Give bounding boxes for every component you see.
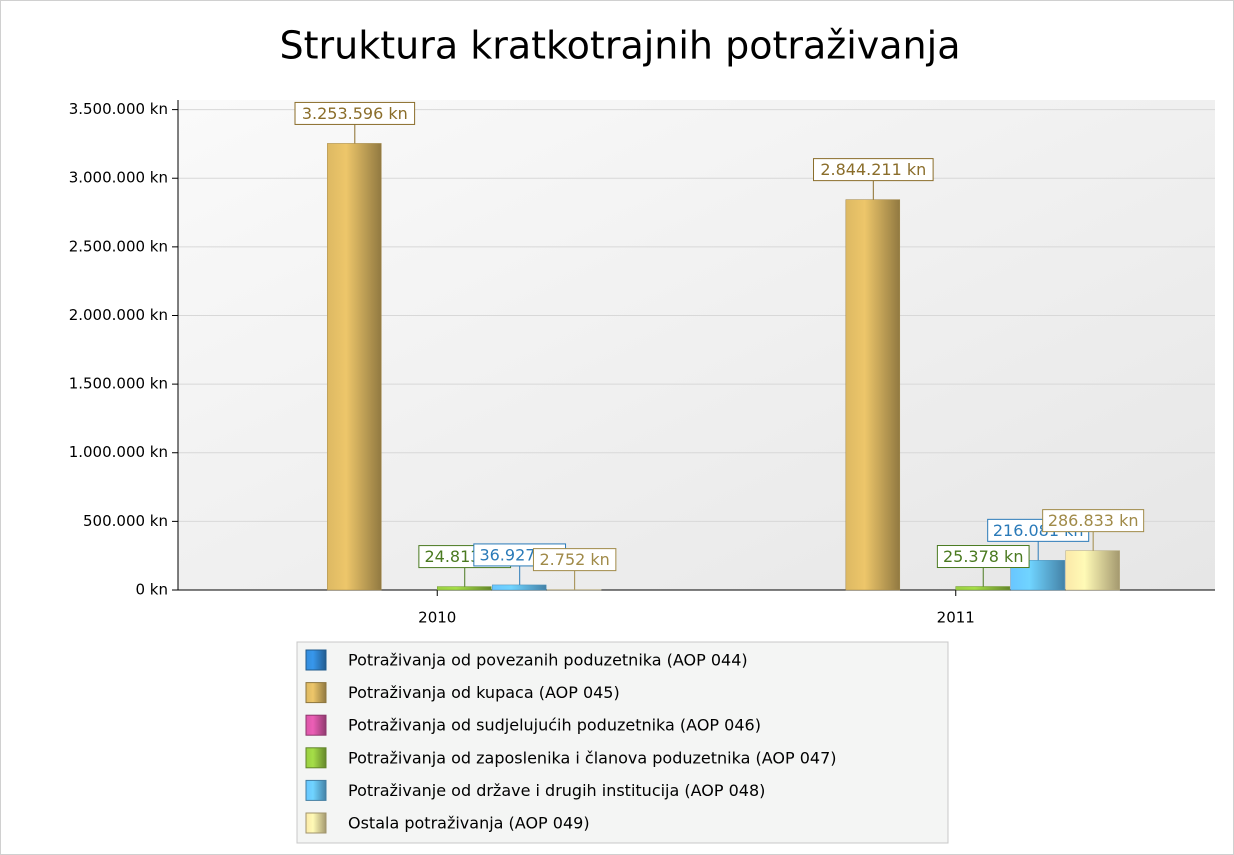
bar [845, 199, 901, 591]
legend-label: Potraživanja od povezanih poduzetnika (A… [348, 651, 748, 670]
data-label-box [1042, 509, 1145, 533]
legend-swatch [305, 747, 327, 769]
legend-label: Potraživanja od sudjelujućih poduzetnika… [348, 716, 761, 735]
x-tick-label: 2010 [418, 609, 456, 627]
legend-label: Ostala potraživanja (AOP 049) [348, 814, 590, 833]
legend-label: Potraživanja od zaposlenika i članova po… [348, 748, 836, 767]
data-label-box [532, 548, 617, 572]
data-label-box [294, 101, 416, 125]
x-tick-label: 2011 [937, 609, 975, 627]
legend [296, 641, 949, 844]
chart-title: Struktura kratkotrajnih potraživanja [280, 24, 961, 68]
y-tick-label: 3.000.000 kn [69, 169, 168, 187]
bar [1065, 550, 1120, 591]
legend-label: Potraživanja od kupaca (AOP 045) [348, 683, 620, 702]
y-tick-label: 1.000.000 kn [69, 443, 168, 461]
legend-swatch [305, 682, 327, 704]
legend-swatch [305, 812, 327, 834]
data-label-box [813, 158, 934, 182]
y-tick-label: 2.500.000 kn [69, 237, 168, 255]
data-label: 3.253.596 kn [302, 104, 408, 123]
legend-swatch [305, 714, 327, 736]
bar [955, 586, 1010, 591]
bar [327, 143, 382, 591]
data-label: 286.833 kn [1048, 511, 1139, 530]
y-tick-label: 3.500.000 kn [69, 100, 168, 118]
y-tick-label: 1.500.000 kn [69, 375, 168, 393]
bar [491, 584, 547, 591]
legend-label: Potraživanje od države i drugih instituc… [348, 781, 765, 800]
legend-swatch [305, 779, 327, 801]
data-label: 2.844.211 kn [820, 160, 926, 179]
y-tick-label: 0 kn [135, 581, 168, 599]
data-label: 2.752 kn [540, 550, 610, 569]
y-tick-label: 500.000 kn [83, 512, 168, 530]
y-tick-label: 2.000.000 kn [69, 306, 168, 324]
data-label: 25.378 kn [943, 547, 1023, 566]
bar [437, 586, 492, 591]
legend-swatch [305, 649, 327, 671]
data-label-box [936, 545, 1030, 569]
